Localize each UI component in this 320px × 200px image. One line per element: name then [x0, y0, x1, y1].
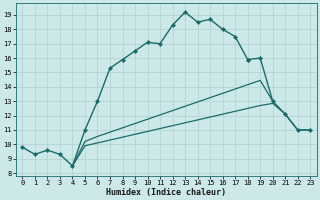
X-axis label: Humidex (Indice chaleur): Humidex (Indice chaleur) [106, 188, 226, 197]
